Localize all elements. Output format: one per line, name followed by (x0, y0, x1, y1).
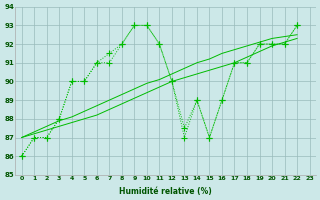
X-axis label: Humidité relative (%): Humidité relative (%) (119, 187, 212, 196)
